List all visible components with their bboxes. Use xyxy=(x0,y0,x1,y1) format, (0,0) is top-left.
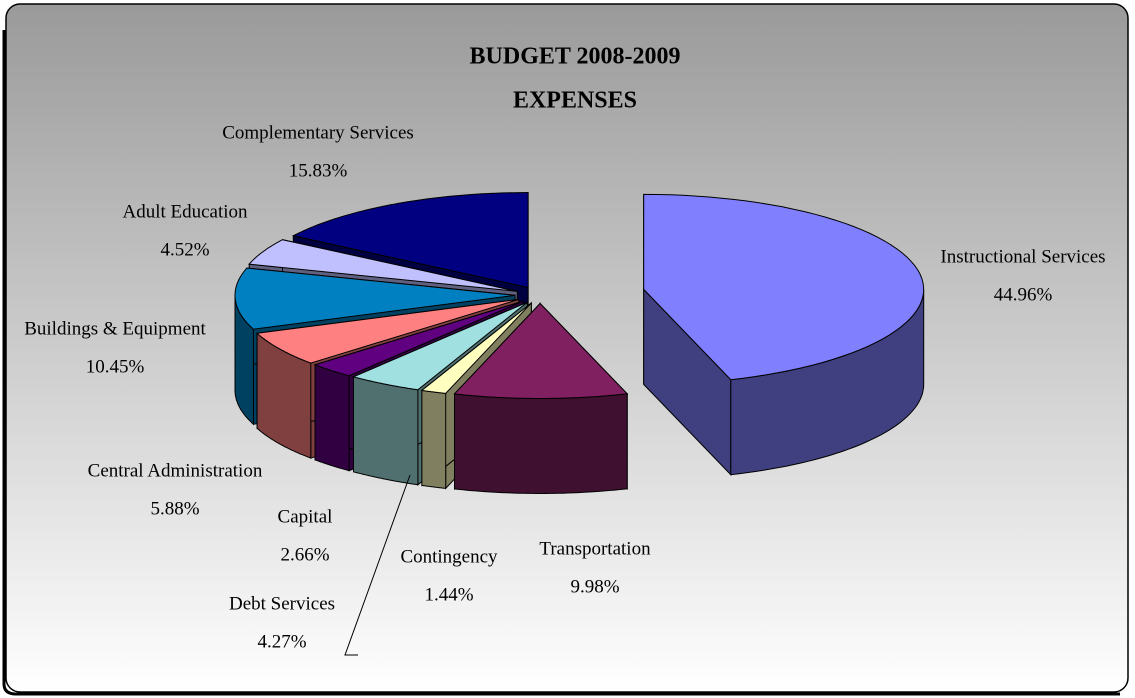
slice-side xyxy=(454,393,628,494)
slice-side xyxy=(353,376,419,486)
slice xyxy=(643,193,925,476)
chart-title: BUDGET 2008-2009 xyxy=(470,44,681,70)
value-label: 4.52% xyxy=(160,239,209,260)
slice-top xyxy=(643,193,925,381)
value-label: 44.96% xyxy=(994,284,1053,305)
slice-top xyxy=(453,302,629,399)
slice xyxy=(453,302,629,494)
slice-label: Contingency xyxy=(400,546,498,567)
slice-top xyxy=(291,191,529,289)
chart-subtitle: EXPENSES xyxy=(513,88,637,114)
slice-side xyxy=(314,364,350,472)
slice-label: Complementary Services xyxy=(222,122,414,143)
slice-top xyxy=(313,300,524,377)
slice-top xyxy=(256,298,519,364)
value-label: 4.27% xyxy=(257,631,306,652)
slice-label: Buildings & Equipment xyxy=(24,318,206,339)
slice-label: Adult Education xyxy=(122,201,248,222)
value-label: 10.45% xyxy=(86,356,145,377)
slice-side xyxy=(421,389,447,489)
value-label: 2.66% xyxy=(280,544,329,565)
slice-top xyxy=(420,302,532,394)
value-label: 9.98% xyxy=(570,576,619,597)
pie xyxy=(234,191,925,494)
slice-label: Transportation xyxy=(539,538,651,559)
value-label: 15.83% xyxy=(289,160,348,181)
leader-line xyxy=(344,474,411,656)
value-label: 1.44% xyxy=(424,584,473,605)
value-label: 5.88% xyxy=(150,498,199,519)
slice-top xyxy=(248,239,518,292)
frame-shadow xyxy=(2,30,1120,696)
slice-label: Debt Services xyxy=(229,593,335,614)
slice-top xyxy=(351,301,528,391)
slice-label: Capital xyxy=(278,506,333,527)
slice-label: Instructional Services xyxy=(940,246,1105,267)
slice-label: Central Administration xyxy=(88,460,263,481)
slice-top xyxy=(234,267,516,330)
